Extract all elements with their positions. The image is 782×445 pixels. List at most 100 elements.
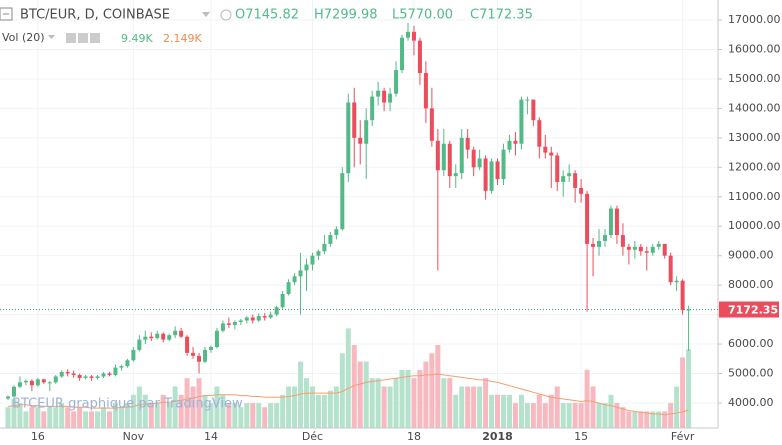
volume-bar [626,411,632,428]
candle-body [352,102,357,138]
volume-bar [95,411,101,428]
candle-body [447,143,452,177]
candle-body [405,31,410,38]
high-text: H7299.98 [314,8,378,23]
candle-body [143,336,148,340]
candle-body [191,352,196,356]
candle-body [459,137,464,174]
x-tick-label: Nov [123,430,145,443]
last-price-label: 7172.35 [728,304,778,317]
candle-body [614,208,619,236]
candle-body [89,376,94,378]
volume-bar [11,398,17,428]
open-text: O7145.82 [235,8,299,23]
volume-bar [118,407,124,428]
volume-dropdown[interactable] [48,35,55,39]
volume-bar [315,394,321,428]
close-text: C7172.35 [470,8,533,23]
volume-bar [495,394,501,428]
candle-body [513,140,518,144]
volume-bar [59,403,65,428]
candle-body [298,270,303,277]
volume-bar [77,407,83,428]
volume-icon-close[interactable] [90,33,100,43]
candle-body [537,120,542,147]
candle-body [597,240,602,247]
volume-bar [506,394,512,428]
candle-body [125,360,130,367]
volume-bar [590,386,596,428]
candle-body [471,149,476,168]
x-tick-label: 18 [407,430,421,443]
volume-bar [124,403,130,428]
candle-body [603,235,607,241]
candle-body [376,90,381,97]
volume-bar [41,411,47,428]
volume-bar [47,407,53,428]
dropdown-arrow[interactable] [202,12,210,17]
candle-body [173,330,178,336]
candle-body [286,282,291,294]
volume-bar [214,386,220,428]
volume-bar [459,386,465,428]
volume-bar [89,411,95,428]
volume-bar [292,386,298,428]
volume-bar [327,390,333,428]
candle-body [203,349,208,362]
candle-body [411,31,416,41]
collapse-icon[interactable] [0,7,13,21]
volume-bar [83,411,89,428]
volume-bar [429,353,435,428]
candle-body [197,355,202,362]
candle-body [83,376,88,378]
x-tick-label: 2018 [482,430,513,443]
volume-icon-settings[interactable] [78,33,88,43]
candle-body [358,137,363,144]
volume-bar [686,349,692,428]
volume-bar [178,394,184,428]
volume-bar [572,403,578,428]
volume-bar [483,378,489,428]
candle-body [316,251,321,256]
candle-body [107,373,112,375]
candle-body [208,346,213,350]
volume-bar [584,369,590,428]
candle-body [591,243,596,247]
candle-body [334,229,339,236]
y-tick-label: 14000.00 [728,101,781,114]
volume-bar [309,386,315,428]
candle-body [501,149,506,180]
volume-bar [489,394,495,428]
candle-body [6,396,10,399]
candle-body [680,280,685,311]
candle-body [53,376,58,383]
eye-icon[interactable] [220,9,232,21]
candle-body [453,173,458,177]
candle-body [573,173,578,188]
candle-body [23,380,28,383]
volume-value: 9.49K [121,32,153,45]
candle-body [435,140,440,171]
volume-bar [453,394,459,428]
volume-bar [638,411,644,428]
candle-body [632,246,637,250]
volume-icon-eye[interactable] [66,33,76,43]
volume-bar [363,361,369,428]
candle-body [35,379,40,386]
volume-bar [333,386,339,428]
volume-bar [106,411,112,428]
volume-bar [136,386,142,428]
candle-body [71,373,76,375]
candle-body [370,96,375,121]
candle-body [29,380,34,386]
candle-body [608,208,613,236]
candle-body [400,37,405,71]
volume-bar [387,386,393,428]
volume-bar [435,345,441,428]
low-text: L5770.00 [392,8,453,23]
candle-body [543,146,548,153]
candle-body [495,161,500,180]
candle-body [340,173,345,230]
volume-bar [423,361,429,428]
